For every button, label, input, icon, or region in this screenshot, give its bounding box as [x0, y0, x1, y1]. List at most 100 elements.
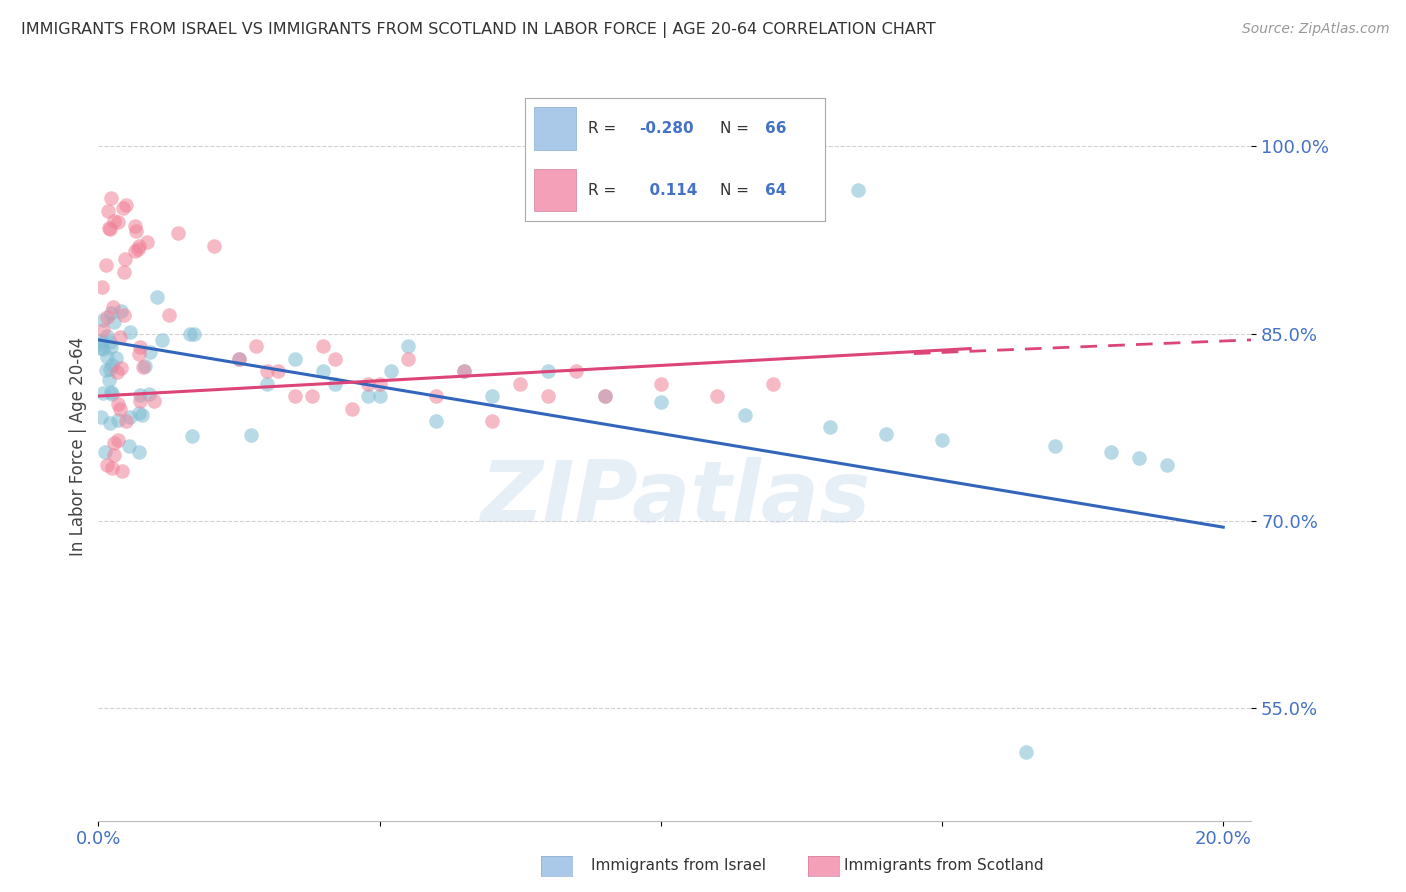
Point	[240, 428, 263, 442]
Point	[509, 376, 531, 391]
Point	[762, 376, 785, 391]
Point	[425, 389, 447, 403]
Point	[103, 436, 125, 450]
Point	[357, 389, 380, 403]
Point	[118, 439, 141, 453]
Point	[1156, 458, 1178, 472]
Point	[1043, 439, 1066, 453]
Point	[107, 214, 129, 228]
Y-axis label: In Labor Force | Age 20-64: In Labor Force | Age 20-64	[69, 336, 87, 556]
Point	[537, 364, 560, 378]
Point	[157, 309, 180, 323]
Point	[368, 389, 391, 403]
Point	[98, 220, 121, 235]
Point	[98, 373, 121, 387]
Point	[98, 416, 121, 430]
Point	[132, 360, 155, 375]
Point	[183, 326, 205, 341]
Point	[115, 414, 138, 428]
Point	[1099, 445, 1122, 459]
Point	[706, 389, 728, 403]
Point	[425, 414, 447, 428]
Point	[128, 347, 150, 361]
Point	[100, 191, 122, 205]
Point	[90, 334, 112, 349]
Point	[368, 376, 391, 391]
Point	[818, 420, 841, 434]
Point	[125, 224, 148, 238]
Point	[108, 401, 131, 416]
Text: Immigrants from Scotland: Immigrants from Scotland	[844, 858, 1043, 872]
Point	[650, 395, 672, 409]
Point	[124, 244, 146, 258]
Point	[256, 376, 278, 391]
Point	[103, 315, 125, 329]
Point	[91, 280, 114, 294]
Point	[96, 329, 118, 343]
Point	[103, 448, 125, 462]
Point	[481, 414, 503, 428]
Point	[128, 406, 150, 420]
Text: Immigrants from Israel: Immigrants from Israel	[591, 858, 765, 872]
Text: ZIPatlas: ZIPatlas	[479, 457, 870, 540]
Point	[380, 364, 402, 378]
Point	[127, 242, 149, 256]
Point	[118, 410, 141, 425]
Point	[91, 385, 114, 400]
Point	[453, 364, 475, 378]
Point	[100, 384, 122, 399]
Point	[323, 376, 346, 391]
Point	[96, 351, 118, 365]
Point	[131, 408, 153, 422]
Point	[734, 408, 756, 422]
Point	[114, 252, 136, 266]
Point	[312, 339, 335, 353]
Point	[96, 310, 118, 324]
Point	[846, 183, 869, 197]
Point	[100, 362, 122, 376]
Point	[593, 389, 616, 403]
Point	[1015, 745, 1038, 759]
Point	[228, 351, 250, 366]
Point	[108, 330, 131, 344]
Point	[129, 340, 152, 354]
Point	[115, 198, 138, 212]
Point	[124, 219, 146, 234]
Point	[228, 351, 250, 366]
Point	[650, 376, 672, 391]
Point	[357, 376, 380, 391]
Point	[105, 365, 128, 379]
Point	[135, 235, 157, 249]
Point	[1128, 451, 1150, 466]
Point	[104, 351, 127, 366]
Point	[284, 389, 307, 403]
Point	[107, 397, 129, 411]
Point	[101, 300, 124, 314]
Point	[111, 464, 134, 478]
Point	[101, 359, 124, 373]
Point	[103, 213, 125, 227]
Point	[90, 342, 112, 356]
Point	[181, 429, 204, 443]
Point	[120, 325, 142, 339]
Point	[284, 351, 307, 366]
Point	[128, 239, 150, 253]
Point	[100, 340, 122, 354]
Point	[167, 226, 190, 240]
Point	[179, 326, 201, 341]
Point	[256, 364, 278, 378]
Point	[396, 339, 419, 353]
Point	[593, 389, 616, 403]
Point	[100, 222, 122, 236]
Point	[107, 433, 129, 447]
Point	[537, 389, 560, 403]
Point	[301, 389, 323, 403]
Point	[245, 339, 267, 353]
Point	[107, 413, 129, 427]
Point	[142, 393, 165, 408]
Point	[110, 361, 132, 376]
Point	[340, 401, 363, 416]
Point	[396, 351, 419, 366]
Point	[90, 409, 112, 424]
Point	[150, 334, 173, 348]
